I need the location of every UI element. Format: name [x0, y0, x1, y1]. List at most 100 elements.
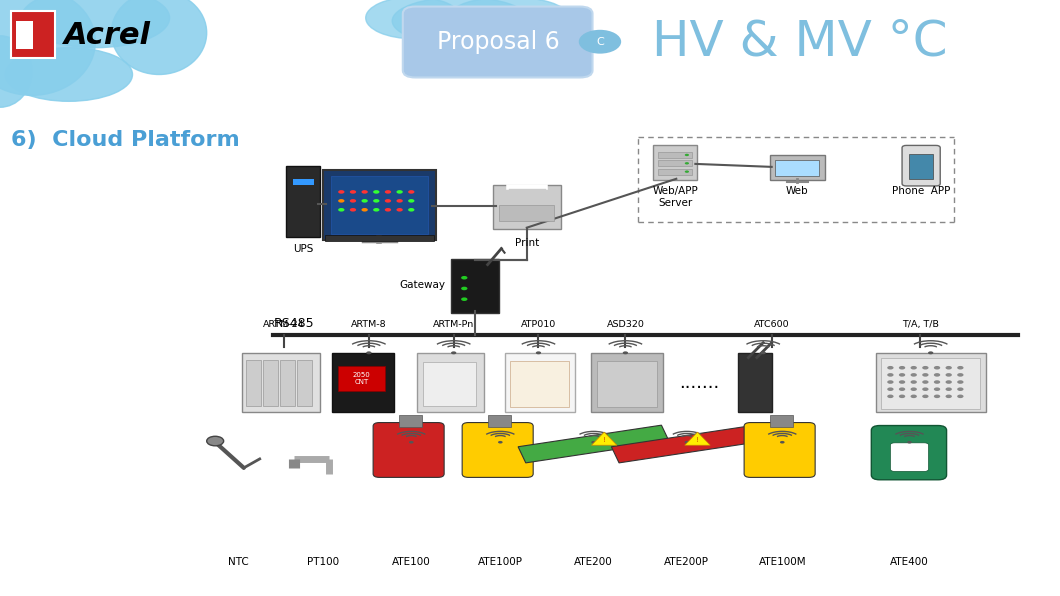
- Circle shape: [887, 380, 894, 384]
- FancyBboxPatch shape: [325, 235, 434, 241]
- FancyBboxPatch shape: [462, 423, 533, 477]
- Text: ATE200P: ATE200P: [665, 557, 709, 567]
- Text: 6)  Cloud Platform: 6) Cloud Platform: [11, 130, 240, 150]
- Circle shape: [623, 352, 628, 354]
- FancyBboxPatch shape: [653, 145, 697, 180]
- Circle shape: [385, 208, 391, 212]
- Text: ATE200: ATE200: [575, 557, 613, 567]
- Circle shape: [461, 276, 467, 280]
- FancyBboxPatch shape: [280, 360, 295, 406]
- Polygon shape: [685, 432, 710, 445]
- Text: ASD320: ASD320: [606, 320, 644, 329]
- Circle shape: [929, 352, 933, 354]
- Circle shape: [207, 436, 224, 446]
- Circle shape: [957, 366, 964, 370]
- Circle shape: [338, 208, 344, 212]
- Circle shape: [957, 395, 964, 398]
- Circle shape: [685, 154, 689, 156]
- Circle shape: [408, 190, 414, 194]
- FancyBboxPatch shape: [881, 358, 981, 409]
- Circle shape: [361, 208, 368, 212]
- FancyBboxPatch shape: [658, 169, 692, 175]
- Circle shape: [934, 395, 940, 398]
- FancyBboxPatch shape: [775, 160, 819, 176]
- Circle shape: [899, 395, 905, 398]
- Polygon shape: [612, 425, 762, 463]
- FancyBboxPatch shape: [658, 160, 692, 166]
- Text: ARTM-24: ARTM-24: [263, 320, 305, 329]
- Circle shape: [899, 373, 905, 377]
- FancyBboxPatch shape: [658, 152, 692, 158]
- Text: ATP010: ATP010: [520, 320, 557, 329]
- Circle shape: [685, 162, 689, 164]
- Text: ATE100: ATE100: [392, 557, 430, 567]
- FancyBboxPatch shape: [293, 179, 314, 185]
- FancyBboxPatch shape: [338, 366, 385, 391]
- FancyBboxPatch shape: [242, 353, 320, 412]
- Text: Acrel: Acrel: [64, 21, 151, 50]
- Text: 2050
CNT: 2050 CNT: [353, 372, 370, 385]
- Circle shape: [396, 190, 403, 194]
- FancyBboxPatch shape: [373, 423, 444, 477]
- Text: .......: .......: [679, 374, 720, 392]
- Ellipse shape: [450, 0, 567, 33]
- Circle shape: [911, 387, 917, 391]
- Circle shape: [685, 170, 689, 173]
- Circle shape: [591, 441, 596, 443]
- Text: Proposal 6: Proposal 6: [437, 30, 560, 54]
- Circle shape: [350, 199, 356, 203]
- Circle shape: [899, 387, 905, 391]
- FancyBboxPatch shape: [403, 7, 593, 77]
- Text: RS485: RS485: [273, 316, 314, 330]
- Text: ATE100P: ATE100P: [478, 557, 523, 567]
- FancyBboxPatch shape: [499, 205, 554, 221]
- Text: T/A, T/B: T/A, T/B: [902, 320, 938, 329]
- Circle shape: [946, 395, 952, 398]
- Text: Print: Print: [515, 238, 538, 249]
- FancyBboxPatch shape: [286, 166, 320, 237]
- Circle shape: [946, 373, 952, 377]
- Circle shape: [887, 387, 894, 391]
- Ellipse shape: [0, 0, 95, 95]
- Circle shape: [350, 208, 356, 212]
- FancyBboxPatch shape: [738, 353, 772, 412]
- Ellipse shape: [366, 0, 461, 39]
- FancyBboxPatch shape: [16, 21, 33, 49]
- Circle shape: [361, 199, 368, 203]
- Circle shape: [946, 380, 952, 384]
- Circle shape: [957, 387, 964, 391]
- Circle shape: [957, 380, 964, 384]
- Circle shape: [452, 352, 456, 354]
- Circle shape: [373, 199, 379, 203]
- Circle shape: [461, 287, 467, 290]
- FancyBboxPatch shape: [591, 353, 662, 412]
- FancyBboxPatch shape: [871, 426, 947, 480]
- Circle shape: [350, 190, 356, 194]
- Text: HV & MV °C: HV & MV °C: [652, 18, 948, 66]
- Circle shape: [685, 441, 689, 443]
- Circle shape: [367, 352, 371, 354]
- FancyBboxPatch shape: [423, 362, 476, 406]
- Text: ARTM-8: ARTM-8: [351, 320, 387, 329]
- Circle shape: [338, 190, 344, 194]
- Circle shape: [408, 208, 414, 212]
- FancyBboxPatch shape: [493, 185, 561, 229]
- FancyBboxPatch shape: [332, 353, 394, 412]
- Circle shape: [899, 380, 905, 384]
- Text: Web: Web: [785, 186, 809, 196]
- Ellipse shape: [5, 48, 132, 101]
- Circle shape: [887, 373, 894, 377]
- Polygon shape: [591, 432, 617, 445]
- FancyBboxPatch shape: [417, 353, 484, 412]
- FancyBboxPatch shape: [323, 170, 436, 240]
- FancyBboxPatch shape: [597, 361, 657, 407]
- FancyBboxPatch shape: [909, 154, 933, 179]
- Circle shape: [911, 380, 917, 384]
- Ellipse shape: [111, 0, 207, 74]
- Circle shape: [579, 30, 621, 54]
- Text: ATE400: ATE400: [890, 557, 929, 567]
- Circle shape: [361, 190, 368, 194]
- FancyBboxPatch shape: [488, 415, 511, 427]
- Circle shape: [396, 208, 403, 212]
- Circle shape: [373, 190, 379, 194]
